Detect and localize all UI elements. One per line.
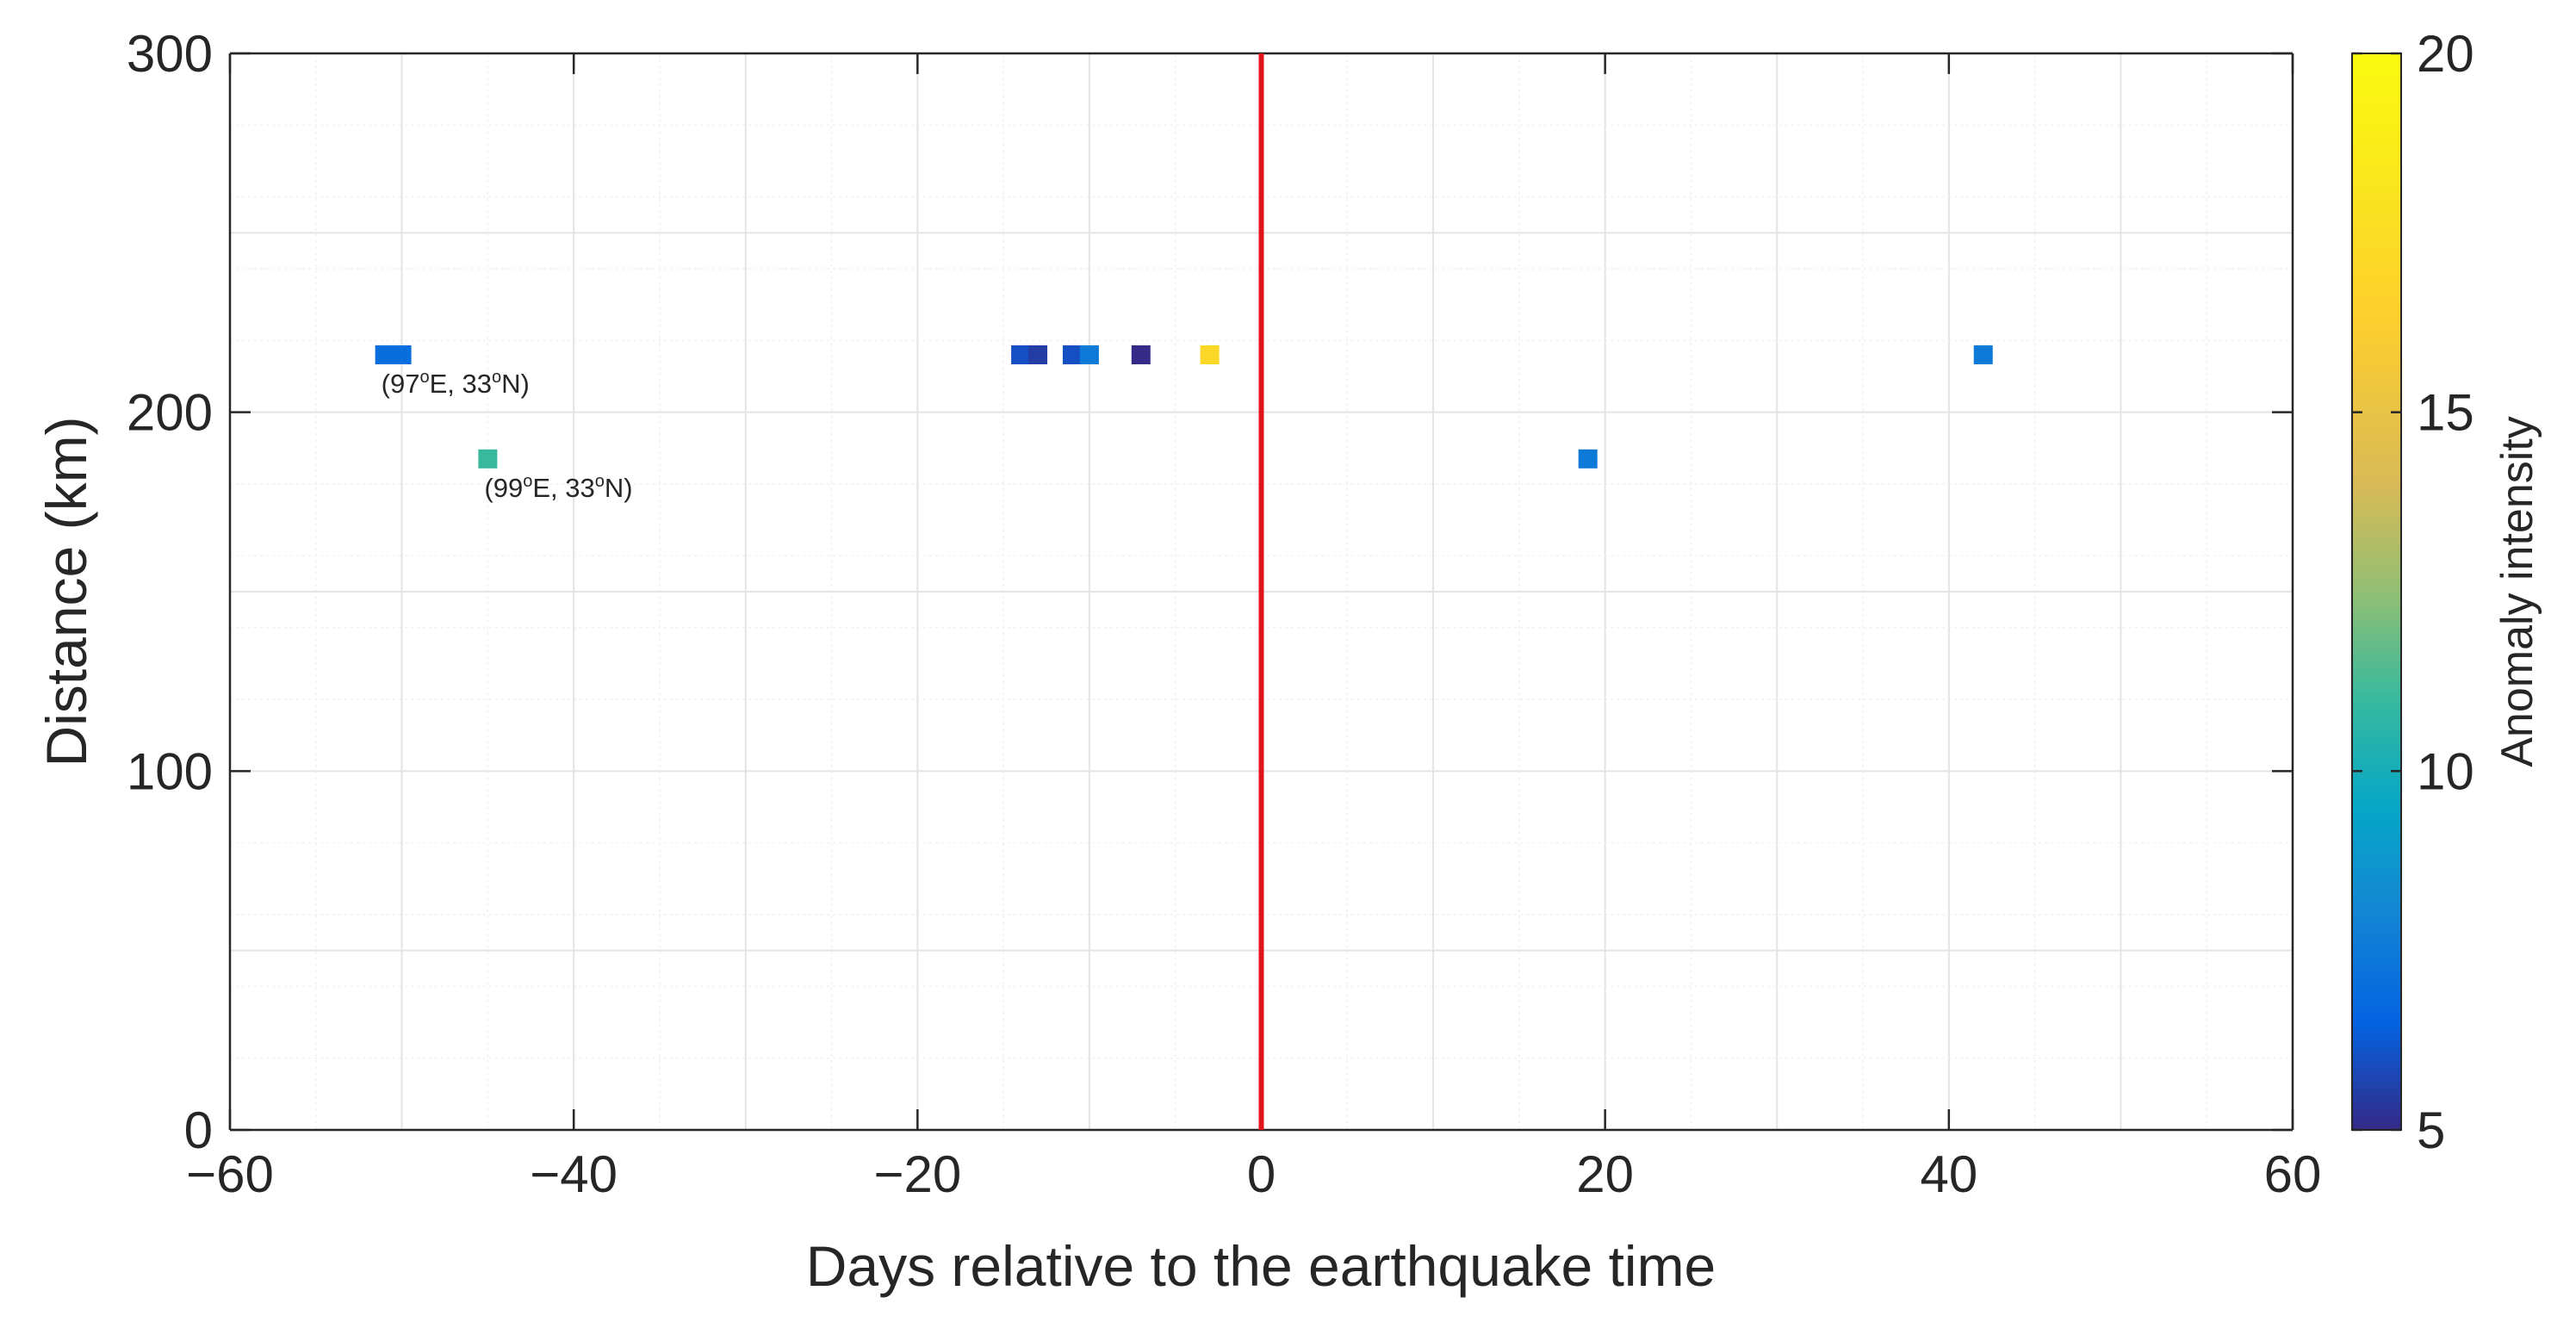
data-point — [1079, 345, 1099, 364]
x-tick-labels: −60 −40 −20 0 20 40 60 — [186, 1145, 2321, 1203]
x-tick-label: 40 — [1920, 1145, 1977, 1203]
data-point — [392, 345, 412, 364]
y-tick-label: 100 — [127, 742, 213, 800]
x-axis-label: Days relative to the earthquake time — [806, 1234, 1716, 1298]
colorbar — [2351, 53, 2402, 1131]
x-tick-label: 60 — [2264, 1145, 2322, 1203]
colorbar-ticks: 5 10 15 20 — [2352, 25, 2474, 1159]
colorbar-tick-label: 10 — [2417, 742, 2474, 800]
y-tick-label: 0 — [184, 1101, 213, 1159]
colorbar-tick-label: 20 — [2417, 25, 2474, 83]
data-point — [1200, 345, 1220, 364]
annotations: (97oE, 33oN) (99oE, 33oN) — [382, 368, 633, 503]
colorbar-tick-label: 15 — [2417, 384, 2474, 442]
data-point — [1011, 345, 1031, 364]
x-tick-label: −40 — [530, 1145, 618, 1203]
colorbar-label: Anomaly intensity — [2492, 416, 2542, 767]
y-tick-labels: 0 100 200 300 — [127, 25, 213, 1159]
colorbar-tick-label: 5 — [2417, 1101, 2445, 1159]
x-tick-label: −20 — [873, 1145, 961, 1203]
data-points — [375, 345, 1993, 469]
point-annotation: (99oE, 33oN) — [484, 472, 632, 503]
point-annotation: (97oE, 33oN) — [382, 368, 530, 399]
x-tick-label: 0 — [1247, 1145, 1276, 1203]
data-point — [1131, 345, 1151, 364]
data-point — [1578, 449, 1598, 469]
y-tick-label: 200 — [127, 384, 213, 442]
data-point — [478, 449, 498, 469]
y-tick-label: 300 — [127, 25, 213, 83]
data-point — [1062, 345, 1082, 364]
x-tick-label: −60 — [186, 1145, 274, 1203]
y-axis-label: Distance (km) — [34, 416, 98, 766]
data-point — [1973, 345, 1993, 364]
data-point — [1028, 345, 1048, 364]
x-tick-label: 20 — [1576, 1145, 1634, 1203]
data-point — [375, 345, 394, 364]
